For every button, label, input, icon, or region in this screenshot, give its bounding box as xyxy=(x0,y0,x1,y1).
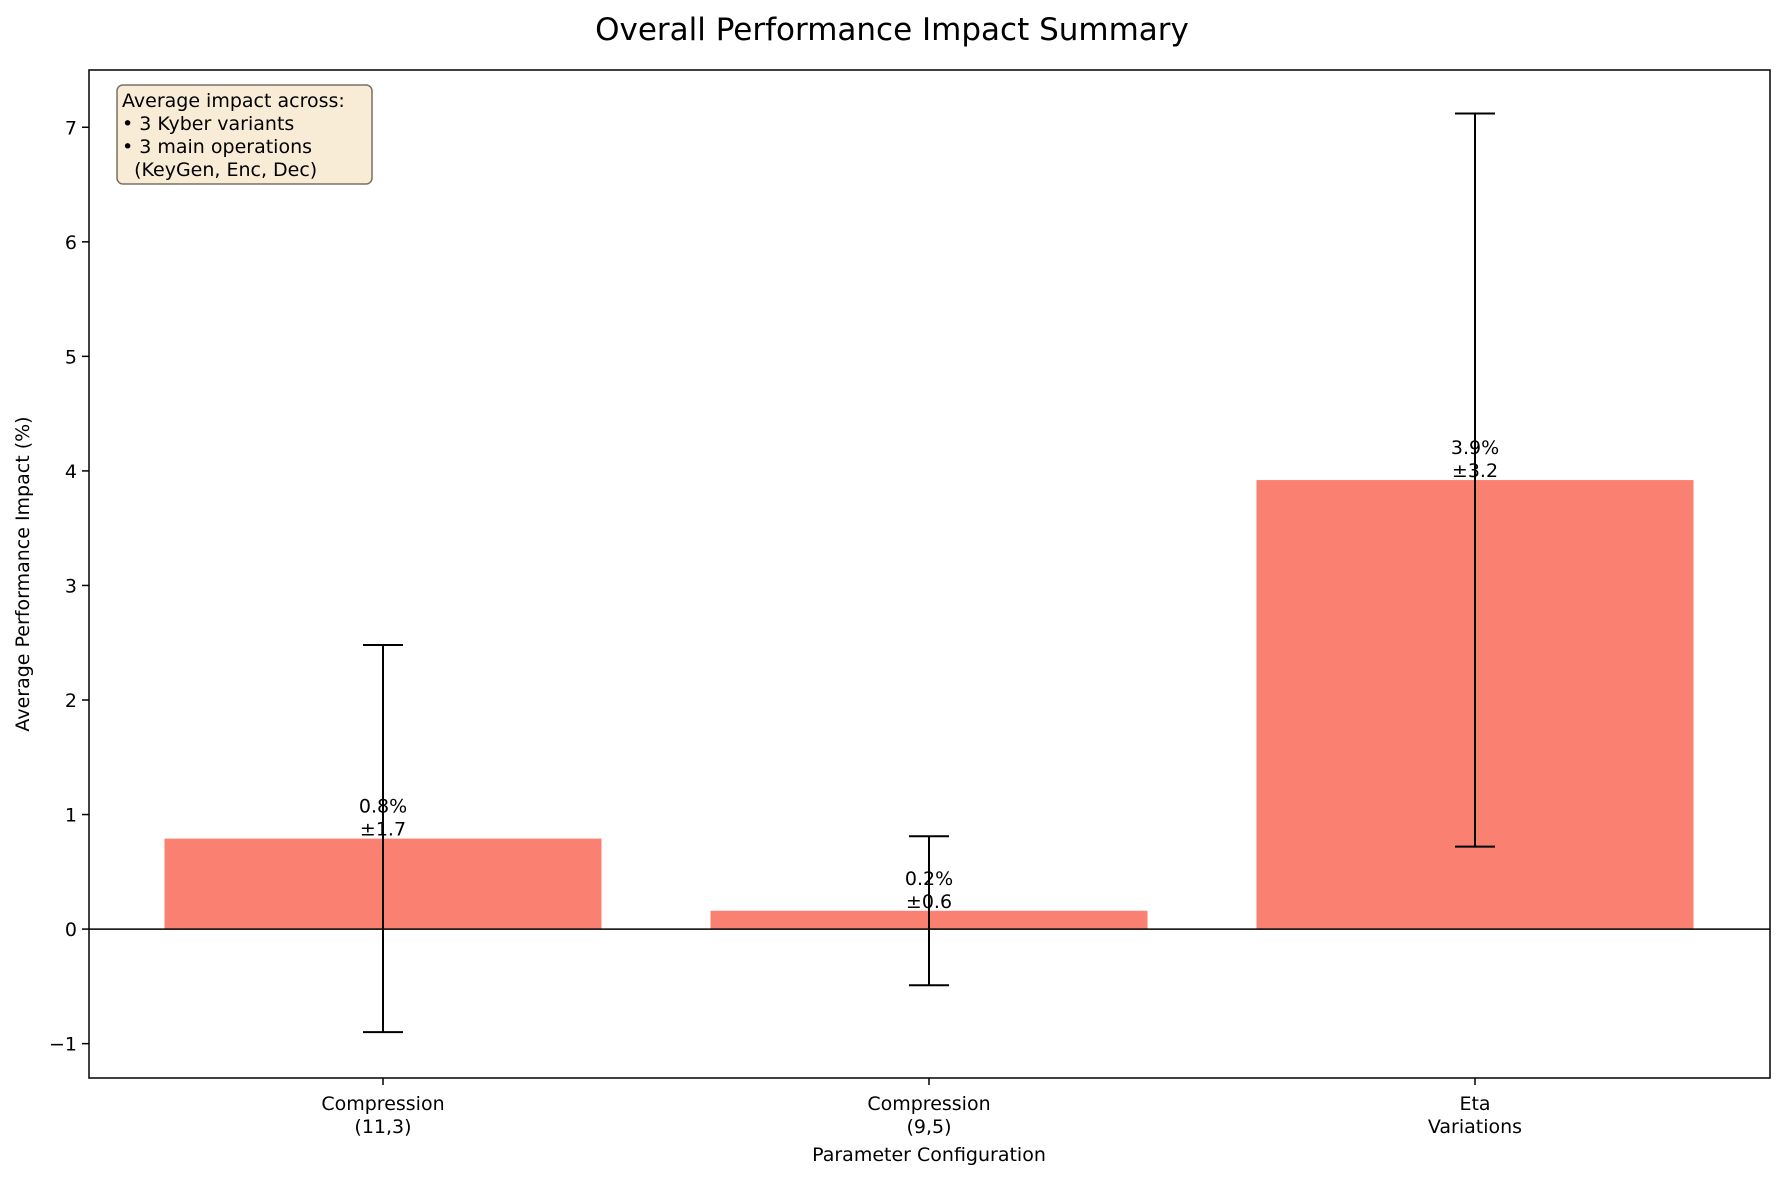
bar-value-label-line: 0.8% xyxy=(359,796,407,818)
x-axis-label: Parameter Configuration xyxy=(812,1144,1046,1166)
annotation-line: • 3 Kyber variants xyxy=(122,113,294,135)
y-tick-label: 0 xyxy=(65,919,77,941)
x-tick-label-line: (9,5) xyxy=(906,1116,951,1138)
x-axis-ticks: Compression (11,3)Compression (9,5)Eta Vari… xyxy=(321,1078,1522,1138)
y-tick-label: 5 xyxy=(65,346,77,368)
x-tick-label-line: Compression xyxy=(321,1093,444,1115)
x-tick-label-line: (11,3) xyxy=(354,1116,411,1138)
x-tick-label: Compression (9,5) xyxy=(867,1093,990,1138)
y-tick-label: 4 xyxy=(65,461,77,483)
y-tick-label: −1 xyxy=(49,1034,77,1056)
bar-value-label-line: ±0.6 xyxy=(906,891,952,913)
annotation-box-background xyxy=(116,84,373,185)
bar-value-label-line: ±1.7 xyxy=(360,819,406,841)
bar-value-label-2: 0.2% ±0.6 xyxy=(905,868,953,913)
y-tick-label: 3 xyxy=(65,575,77,597)
errorbar-2 xyxy=(909,835,949,987)
bar-value-label-3: 3.9% ±3.2 xyxy=(1451,437,1499,482)
bar-value-label-line: 0.2% xyxy=(905,868,953,890)
y-tick-label: 7 xyxy=(65,117,77,139)
bar-value-label-line: 3.9% xyxy=(1451,437,1499,459)
y-tick-label: 2 xyxy=(65,690,77,712)
x-tick-label-line: Eta xyxy=(1459,1093,1490,1115)
x-tick-label-line: Compression xyxy=(867,1093,990,1115)
bar-value-label-1: 0.8% ±1.7 xyxy=(359,796,407,841)
y-axis-label: Average Performance Impact (%) xyxy=(12,416,34,731)
errorbars-layer xyxy=(363,112,1495,1034)
y-axis-ticks: −1 0 1 2 3 4 5 6 7 xyxy=(49,117,89,1056)
annotation-text: Average impact across: • 3 Kyber variants… xyxy=(122,90,345,181)
bar-value-label-line: ±3.2 xyxy=(1452,460,1498,482)
x-tick-label: Eta Variations xyxy=(1428,1093,1522,1138)
annotation-line: (KeyGen, Enc, Dec) xyxy=(122,159,317,181)
errorbar-3 xyxy=(1455,112,1495,848)
x-tick-label-line: Variations xyxy=(1428,1116,1522,1138)
annotation-box: Average impact across: • 3 Kyber variants… xyxy=(116,84,373,185)
y-tick-label: 6 xyxy=(65,232,77,254)
errorbar-1 xyxy=(363,644,403,1034)
annotation-line: • 3 main operations xyxy=(122,136,312,158)
bar-labels-layer: 0.8% ±1.7 0.2% ±0.6 3.9% ±3.2 xyxy=(359,437,1499,913)
y-tick-label: 1 xyxy=(65,805,77,827)
x-tick-label: Compression (11,3) xyxy=(321,1093,444,1138)
annotation-line: Average impact across: xyxy=(122,90,345,112)
chart-title: Overall Performance Impact Summary xyxy=(595,12,1189,48)
